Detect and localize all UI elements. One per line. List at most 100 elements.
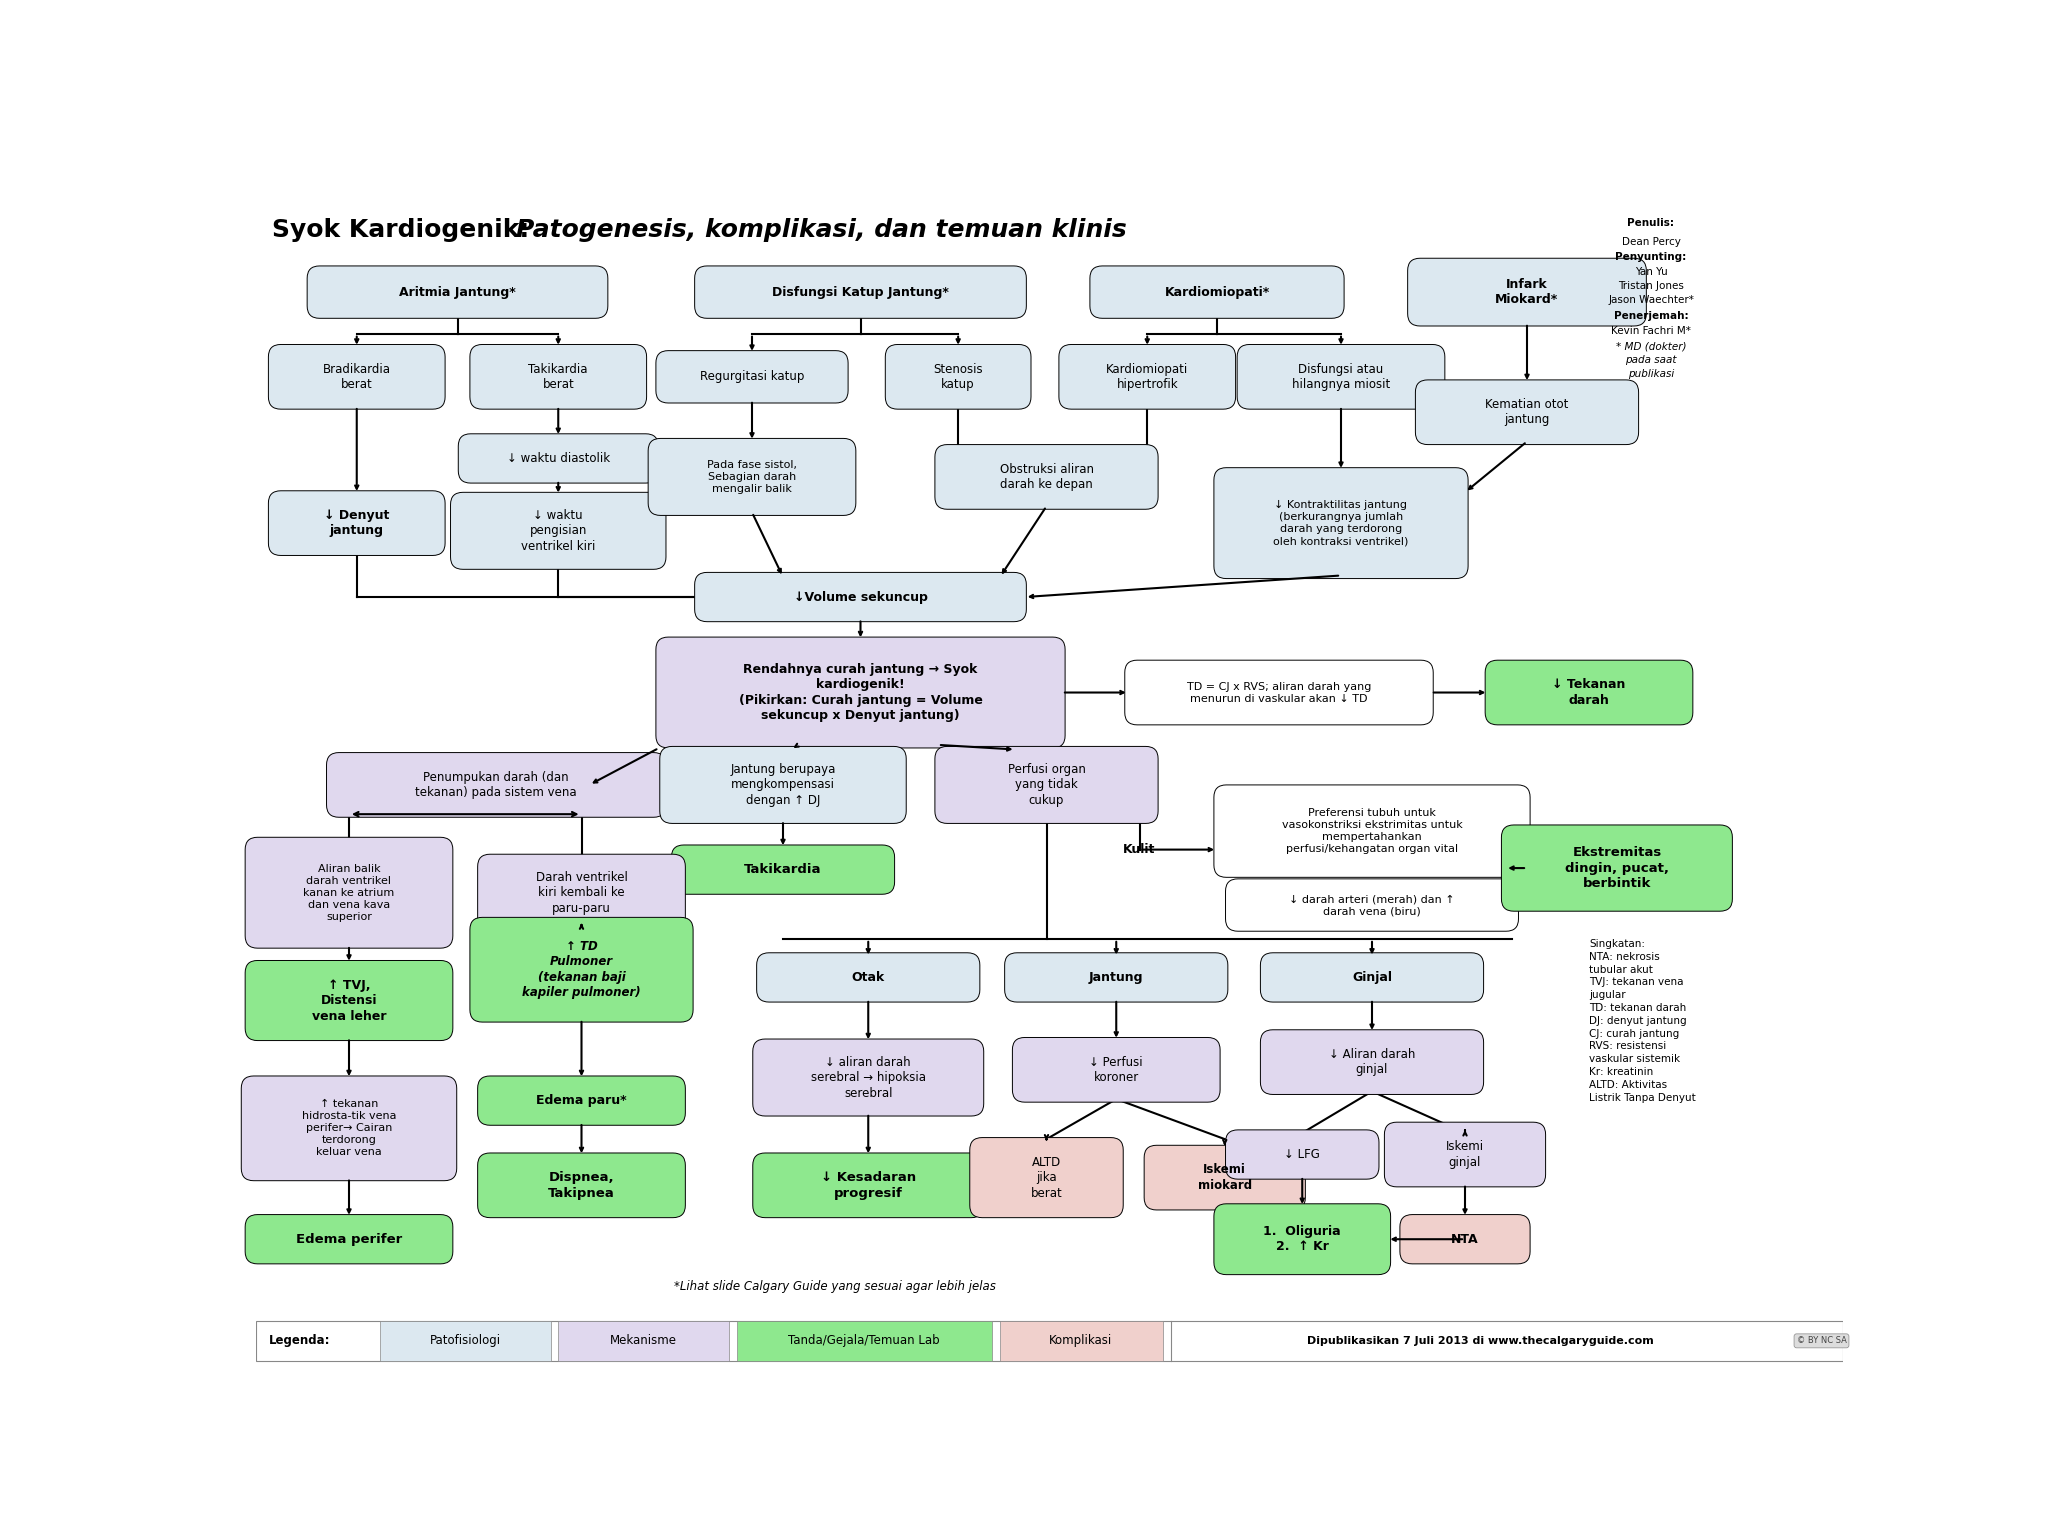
FancyBboxPatch shape [1485, 660, 1694, 725]
FancyBboxPatch shape [1415, 379, 1638, 444]
FancyBboxPatch shape [1214, 1204, 1391, 1275]
Text: Penyunting:: Penyunting: [1616, 252, 1688, 263]
Text: © BY NC SA: © BY NC SA [1796, 1336, 1847, 1346]
FancyBboxPatch shape [268, 492, 444, 556]
Text: Dispnea,
Takipnea: Dispnea, Takipnea [549, 1170, 614, 1200]
Text: ↓ Denyut
jantung: ↓ Denyut jantung [324, 508, 389, 538]
Text: Disfungsi Katup Jantung*: Disfungsi Katup Jantung* [772, 286, 948, 298]
Text: Iskemi
miokard: Iskemi miokard [1198, 1163, 1251, 1192]
Text: ↑ TVJ,
Distensi
vena leher: ↑ TVJ, Distensi vena leher [311, 978, 387, 1023]
FancyBboxPatch shape [246, 837, 453, 948]
Text: Takikardia: Takikardia [743, 863, 821, 876]
Text: Legenda:: Legenda: [268, 1335, 330, 1347]
FancyBboxPatch shape [1407, 258, 1647, 326]
FancyBboxPatch shape [1401, 1215, 1530, 1264]
FancyBboxPatch shape [737, 1321, 991, 1361]
Text: Edema perifer: Edema perifer [295, 1233, 401, 1246]
Text: Penulis:: Penulis: [1628, 218, 1675, 229]
FancyBboxPatch shape [885, 344, 1030, 409]
FancyBboxPatch shape [268, 344, 444, 409]
Text: Stenosis
katup: Stenosis katup [934, 362, 983, 392]
Text: Bradikardia
berat: Bradikardia berat [324, 362, 391, 392]
Text: ↓ Aliran darah
ginjal: ↓ Aliran darah ginjal [1329, 1048, 1415, 1077]
FancyBboxPatch shape [256, 1321, 1843, 1361]
FancyBboxPatch shape [1225, 879, 1518, 931]
Text: Infark
Miokard*: Infark Miokard* [1495, 278, 1559, 306]
FancyBboxPatch shape [655, 350, 848, 402]
FancyBboxPatch shape [477, 1154, 686, 1218]
FancyBboxPatch shape [459, 433, 657, 484]
FancyBboxPatch shape [694, 266, 1026, 318]
FancyBboxPatch shape [1260, 1029, 1483, 1095]
Text: Syok Kardiogenik:: Syok Kardiogenik: [272, 218, 537, 243]
Text: Komplikasi: Komplikasi [1049, 1335, 1112, 1347]
FancyBboxPatch shape [694, 573, 1026, 622]
Text: Jantung: Jantung [1090, 971, 1143, 985]
FancyBboxPatch shape [971, 1138, 1122, 1218]
Text: Obstruksi aliran
darah ke depan: Obstruksi aliran darah ke depan [999, 462, 1094, 492]
Text: ↓Volume sekuncup: ↓Volume sekuncup [793, 590, 928, 604]
FancyBboxPatch shape [1225, 1130, 1378, 1180]
Text: Dipublikasikan 7 Juli 2013 di www.thecalgaryguide.com: Dipublikasikan 7 Juli 2013 di www.thecal… [1307, 1336, 1655, 1346]
Text: Regurgitasi katup: Regurgitasi katup [700, 370, 805, 384]
FancyBboxPatch shape [559, 1321, 729, 1361]
FancyBboxPatch shape [647, 438, 856, 516]
Text: Preferensi tubuh untuk
vasokonstriksi ekstrimitas untuk
mempertahankan
perfusi/k: Preferensi tubuh untuk vasokonstriksi ek… [1282, 808, 1462, 854]
FancyBboxPatch shape [1012, 1037, 1221, 1103]
FancyBboxPatch shape [1090, 266, 1343, 318]
Text: Patogenesis, komplikasi, dan temuan klinis: Patogenesis, komplikasi, dan temuan klin… [516, 218, 1126, 243]
Text: ↓ waktu diastolik: ↓ waktu diastolik [506, 452, 610, 465]
Text: Takikardia
berat: Takikardia berat [528, 362, 588, 392]
Text: Perfusi organ
yang tidak
cukup: Perfusi organ yang tidak cukup [1008, 763, 1085, 806]
FancyBboxPatch shape [1260, 952, 1483, 1001]
Text: Ekstremitas
dingin, pucat,
berbintik: Ekstremitas dingin, pucat, berbintik [1565, 846, 1669, 889]
Text: ↓ waktu
pengisian
ventrikel kiri: ↓ waktu pengisian ventrikel kiri [520, 508, 596, 553]
Text: TD = CJ x RVS; aliran darah yang
menurun di vaskular akan ↓ TD: TD = CJ x RVS; aliran darah yang menurun… [1186, 682, 1372, 703]
Text: Tristan Jones: Tristan Jones [1618, 281, 1683, 292]
Text: ↓ Kesadaran
progresif: ↓ Kesadaran progresif [821, 1170, 915, 1200]
Text: * MD (dokter): * MD (dokter) [1616, 341, 1686, 352]
Text: Edema paru*: Edema paru* [537, 1094, 627, 1107]
Text: NTA: NTA [1452, 1233, 1479, 1246]
FancyBboxPatch shape [1006, 952, 1229, 1001]
Text: Aliran balik
darah ventrikel
kanan ke atrium
dan vena kava
superior: Aliran balik darah ventrikel kanan ke at… [303, 863, 395, 922]
Text: Kardiomiopati
hipertrofik: Kardiomiopati hipertrofik [1106, 362, 1188, 392]
FancyBboxPatch shape [307, 266, 608, 318]
FancyBboxPatch shape [326, 753, 666, 817]
FancyBboxPatch shape [246, 1215, 453, 1264]
Text: Kematian otot
jantung: Kematian otot jantung [1485, 398, 1569, 427]
Text: Penerjemah:: Penerjemah: [1614, 310, 1688, 321]
FancyBboxPatch shape [242, 1077, 457, 1181]
FancyBboxPatch shape [246, 960, 453, 1040]
FancyBboxPatch shape [469, 344, 647, 409]
Text: Kevin Fachri M*: Kevin Fachri M* [1612, 326, 1692, 336]
Text: Darah ventrikel
kiri kembali ke
paru-paru: Darah ventrikel kiri kembali ke paru-par… [537, 871, 627, 915]
Text: Penumpukan darah (dan
tekanan) pada sistem vena: Penumpukan darah (dan tekanan) pada sist… [416, 771, 578, 799]
Text: pada saat: pada saat [1626, 355, 1677, 366]
FancyBboxPatch shape [1237, 344, 1444, 409]
Text: Rendahnya curah jantung → Syok
kardiogenik!
(Pikirkan: Curah jantung = Volume
se: Rendahnya curah jantung → Syok kardiogen… [739, 662, 983, 722]
Text: Pada fase sistol,
Sebagian darah
mengalir balik: Pada fase sistol, Sebagian darah mengali… [707, 459, 797, 495]
Text: ALTD
jika
berat: ALTD jika berat [1030, 1155, 1063, 1200]
FancyBboxPatch shape [1059, 344, 1235, 409]
FancyBboxPatch shape [1145, 1146, 1305, 1210]
Text: ↓ darah arteri (merah) dan ↑
darah vena (biru): ↓ darah arteri (merah) dan ↑ darah vena … [1288, 894, 1454, 915]
Text: Ginjal: Ginjal [1352, 971, 1393, 985]
Text: 1.  Oliguria
2.  ↑ Kr: 1. Oliguria 2. ↑ Kr [1264, 1226, 1341, 1253]
Text: Tanda/Gejala/Temuan Lab: Tanda/Gejala/Temuan Lab [788, 1335, 940, 1347]
Text: Disfungsi atau
hilangnya miosit: Disfungsi atau hilangnya miosit [1292, 362, 1391, 392]
FancyBboxPatch shape [1124, 660, 1434, 725]
FancyBboxPatch shape [659, 746, 905, 823]
FancyBboxPatch shape [754, 1038, 983, 1117]
FancyBboxPatch shape [672, 845, 895, 894]
FancyBboxPatch shape [999, 1321, 1163, 1361]
Text: ↑ tekanan
hidrosta­tik vena
perifer→ Cairan
terdorong
keluar vena: ↑ tekanan hidrosta­tik vena perifer→ Cai… [301, 1100, 395, 1157]
Text: Otak: Otak [852, 971, 885, 985]
Text: publikasi: publikasi [1628, 369, 1673, 379]
Text: Kulit: Kulit [1122, 843, 1155, 856]
Text: Jason Waechter*: Jason Waechter* [1608, 295, 1694, 306]
Text: ↓ Kontraktilitas jantung
(berkurangnya jumlah
darah yang terdorong
oleh kontraks: ↓ Kontraktilitas jantung (berkurangnya j… [1274, 501, 1409, 547]
Text: ↓ aliran darah
serebral → hipoksia
serebral: ↓ aliran darah serebral → hipoksia sereb… [811, 1055, 926, 1100]
FancyBboxPatch shape [469, 917, 692, 1021]
FancyBboxPatch shape [381, 1321, 551, 1361]
